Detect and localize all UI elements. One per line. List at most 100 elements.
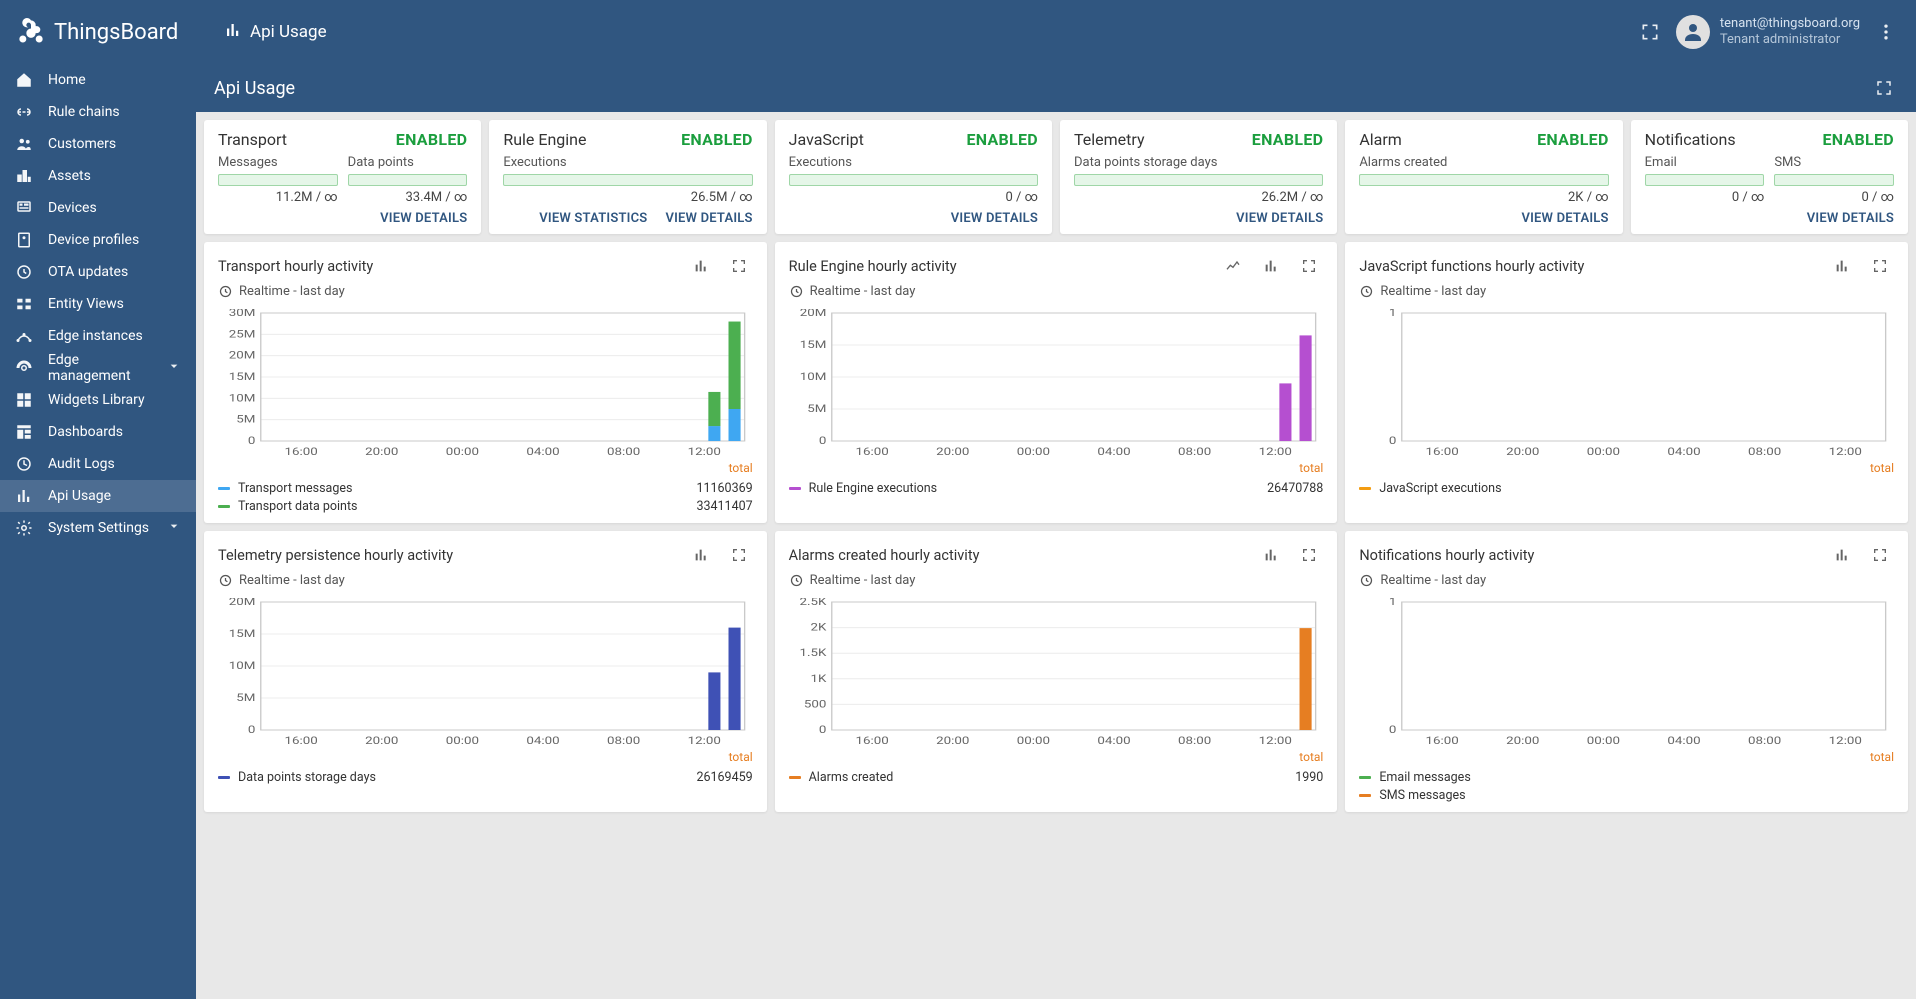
kebab-menu-icon[interactable] <box>1872 18 1900 46</box>
status-state: ENABLED <box>681 130 753 149</box>
fullscreen-icon[interactable] <box>1295 541 1323 569</box>
svg-text:20:00: 20:00 <box>936 735 969 747</box>
bar-chart-icon <box>224 21 242 44</box>
metric-bar <box>1774 174 1894 186</box>
svg-text:20M: 20M <box>799 309 826 319</box>
status-link[interactable]: VIEW DETAILS <box>665 211 752 226</box>
fullscreen-icon[interactable] <box>1866 541 1894 569</box>
device-profiles-icon <box>14 230 34 250</box>
chart-subtitle: Realtime - last day <box>218 284 753 299</box>
sidebar-item-devices[interactable]: Devices <box>0 192 196 224</box>
chart-plot: 20M15M10M5M016:0020:0000:0004:0008:0012:… <box>789 309 1324 459</box>
page-fullscreen-icon[interactable] <box>1870 74 1898 102</box>
user-area[interactable]: tenant@thingsboard.org Tenant administra… <box>1676 15 1860 49</box>
sidebar-item-widgets-library[interactable]: Widgets Library <box>0 384 196 416</box>
legend-label: Data points storage days <box>238 770 376 785</box>
sidebar-item-system-settings[interactable]: System Settings <box>0 512 196 544</box>
sidebar-item-api-usage[interactable]: Api Usage <box>0 480 196 512</box>
bar-icon[interactable] <box>1828 541 1856 569</box>
edge-mgmt-icon <box>14 358 34 378</box>
svg-text:20M: 20M <box>229 598 256 608</box>
status-card-rule-engine: Rule Engine ENABLED Executions 26.5M / ∞… <box>489 120 766 234</box>
status-card-telemetry: Telemetry ENABLED Data points storage da… <box>1060 120 1337 234</box>
sidebar-item-customers[interactable]: Customers <box>0 128 196 160</box>
chart-grid: Transport hourly activity Realtime - las… <box>204 242 1908 812</box>
legend-label: Rule Engine executions <box>809 481 937 496</box>
svg-text:0: 0 <box>248 435 256 447</box>
chart-tools <box>1257 541 1323 569</box>
status-link[interactable]: VIEW DETAILS <box>951 211 1038 226</box>
bar-icon[interactable] <box>687 541 715 569</box>
svg-text:0: 0 <box>248 724 256 736</box>
entity-views-icon <box>14 294 34 314</box>
svg-text:15M: 15M <box>229 371 256 383</box>
legend-total: 26169459 <box>696 770 752 785</box>
status-link[interactable]: VIEW DETAILS <box>380 211 467 226</box>
status-link[interactable]: VIEW STATISTICS <box>539 211 647 226</box>
widgets-icon <box>14 390 34 410</box>
chevron-down-icon <box>166 358 182 378</box>
metric-value: 26.5M / ∞ <box>503 190 752 205</box>
sidebar-item-label: Assets <box>48 168 182 184</box>
edge-icon <box>14 326 34 346</box>
status-card-transport: Transport ENABLED Messages 11.2M / ∞ Dat… <box>204 120 481 234</box>
status-title: Alarm <box>1359 130 1401 149</box>
sidebar-item-assets[interactable]: Assets <box>0 160 196 192</box>
chart-title: JavaScript functions hourly activity <box>1359 258 1584 275</box>
legend-row: JavaScript executions <box>1359 479 1894 497</box>
svg-text:20:00: 20:00 <box>365 446 398 458</box>
svg-text:16:00: 16:00 <box>1426 446 1459 458</box>
topbar-actions: tenant@thingsboard.org Tenant administra… <box>1636 15 1900 49</box>
svg-text:08:00: 08:00 <box>1178 735 1211 747</box>
svg-text:04:00: 04:00 <box>1097 735 1130 747</box>
fullscreen-icon[interactable] <box>1636 18 1664 46</box>
chart-tools <box>687 541 753 569</box>
page-chip: Api Usage <box>224 21 327 44</box>
bar-icon[interactable] <box>1828 252 1856 280</box>
status-link[interactable]: VIEW DETAILS <box>1236 211 1323 226</box>
sidebar-item-rule-chains[interactable]: Rule chains <box>0 96 196 128</box>
user-email: tenant@thingsboard.org <box>1720 16 1860 32</box>
metric-label: Alarms created <box>1359 155 1608 170</box>
svg-text:1: 1 <box>1389 598 1397 608</box>
svg-text:04:00: 04:00 <box>1668 735 1701 747</box>
legend-total: 26470788 <box>1267 481 1323 496</box>
chart-plot: 30M25M20M15M10M5M016:0020:0000:0004:0008… <box>218 309 753 459</box>
sidebar-item-device-profiles[interactable]: Device profiles <box>0 224 196 256</box>
sidebar-item-label: Edge instances <box>48 328 182 344</box>
sidebar-item-edge-instances[interactable]: Edge instances <box>0 320 196 352</box>
fullscreen-icon[interactable] <box>1866 252 1894 280</box>
status-title: JavaScript <box>789 130 864 149</box>
sidebar-item-edge-management[interactable]: Edge management <box>0 352 196 384</box>
svg-text:12:00: 12:00 <box>1258 735 1291 747</box>
status-link[interactable]: VIEW DETAILS <box>1807 211 1894 226</box>
line-icon[interactable] <box>1219 252 1247 280</box>
sidebar-item-ota-updates[interactable]: OTA updates <box>0 256 196 288</box>
svg-text:04:00: 04:00 <box>526 446 559 458</box>
metric-label: Executions <box>503 155 752 170</box>
sidebar-item-home[interactable]: Home <box>0 64 196 96</box>
customers-icon <box>14 134 34 154</box>
bar-icon[interactable] <box>1257 541 1285 569</box>
chart-total-label: total <box>1359 461 1894 475</box>
chart-total-label: total <box>218 461 753 475</box>
sidebar-item-dashboards[interactable]: Dashboards <box>0 416 196 448</box>
fullscreen-icon[interactable] <box>1295 252 1323 280</box>
chart-tools <box>1219 252 1323 280</box>
svg-text:08:00: 08:00 <box>607 446 640 458</box>
chart-title: Alarms created hourly activity <box>789 547 980 564</box>
svg-text:1K: 1K <box>810 672 827 684</box>
metric-label: Data points storage days <box>1074 155 1323 170</box>
status-link[interactable]: VIEW DETAILS <box>1521 211 1608 226</box>
svg-text:12:00: 12:00 <box>1829 735 1862 747</box>
chart-title: Notifications hourly activity <box>1359 547 1534 564</box>
fullscreen-icon[interactable] <box>725 541 753 569</box>
chart-tools <box>687 252 753 280</box>
bar-icon[interactable] <box>687 252 715 280</box>
sidebar-item-entity-views[interactable]: Entity Views <box>0 288 196 320</box>
chart-card-rule-engine-hourly-activity: Rule Engine hourly activity Realtime - l… <box>775 242 1338 523</box>
bar-icon[interactable] <box>1257 252 1285 280</box>
logo[interactable]: ThingsBoard <box>16 17 212 47</box>
sidebar-item-audit-logs[interactable]: Audit Logs <box>0 448 196 480</box>
fullscreen-icon[interactable] <box>725 252 753 280</box>
